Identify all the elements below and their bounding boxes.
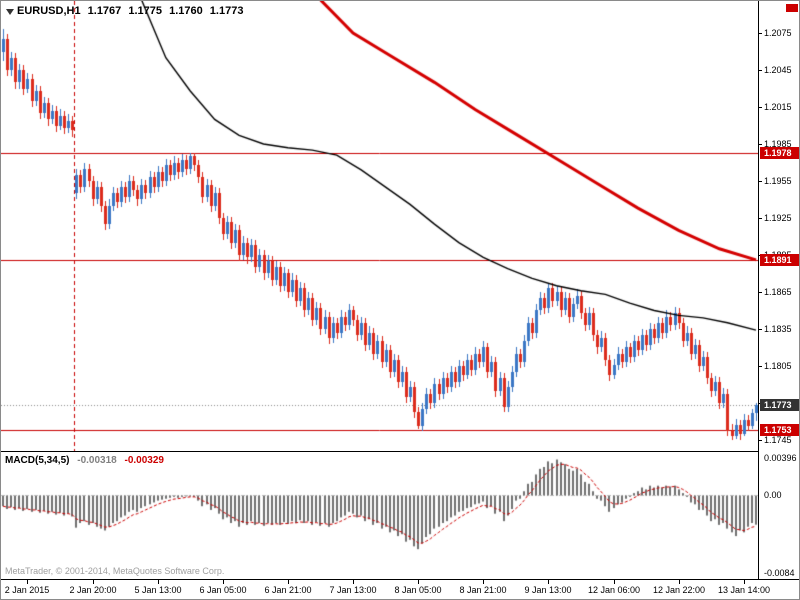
price-axis-tick	[759, 366, 762, 367]
time-axis-tick	[353, 580, 354, 584]
chart-corner-marker	[786, 4, 798, 12]
time-axis-label: 6 Jan 05:00	[199, 585, 247, 595]
time-axis-label: 5 Jan 13:00	[134, 585, 182, 595]
price-axis-tick	[759, 440, 762, 441]
main-chart-canvas[interactable]	[1, 1, 758, 451]
price-axis-label: 1.2015	[764, 102, 792, 112]
ohlc-open: 1.1767	[87, 5, 122, 17]
panel-separator[interactable]	[1, 451, 799, 452]
symbol-marker-icon	[6, 9, 14, 15]
macd-axis-label: 0.00	[764, 490, 782, 500]
level-price-tag: 1.1978	[760, 147, 799, 159]
time-axis-label: 2 Jan 20:00	[69, 585, 117, 595]
price-axis-label: 1.1985	[764, 139, 792, 149]
time-axis-tick	[27, 580, 28, 584]
current-price-tag: 1.1773	[760, 399, 799, 411]
price-axis-tick	[759, 33, 762, 34]
ohlc-high: 1.1775	[128, 5, 163, 17]
price-axis-label: 1.1955	[764, 176, 792, 186]
ohlc-close: 1.1773	[209, 5, 244, 17]
macd-main-value: -0.00318	[77, 455, 117, 466]
time-axis-tick	[418, 580, 419, 584]
price-axis[interactable]: 1.2075 1.2045 1.2015 1.1985 1.1955 1.1925 1.18…	[758, 1, 799, 579]
price-axis-tick	[759, 329, 762, 330]
price-axis-tick	[759, 292, 762, 293]
price-axis-tick	[759, 218, 762, 219]
time-axis-tick	[158, 580, 159, 584]
level-price-tag: 1.1753	[760, 424, 799, 436]
time-axis-label: 13 Jan 14:00	[717, 585, 771, 595]
macd-signal-value: -0.00329	[124, 455, 164, 466]
macd-axis-label: 0.00396	[764, 453, 797, 463]
time-axis-tick	[93, 580, 94, 584]
time-axis-tick	[483, 580, 484, 584]
level-price-tag: 1.1891	[760, 254, 799, 266]
time-axis-label: 2 Jan 2015	[4, 585, 50, 595]
time-axis-tick	[223, 580, 224, 584]
time-axis-tick	[679, 580, 680, 584]
price-axis-label: 1.1805	[764, 361, 792, 371]
chart-title: EURUSD,H1 1.1767 1.1775 1.1760 1.1773	[17, 5, 247, 17]
copyright-text: MetaTrader, © 2001-2014, MetaQuotes Soft…	[5, 566, 225, 576]
macd-indicator-canvas[interactable]	[1, 453, 758, 579]
symbol-period-label: EURUSD,H1	[17, 5, 81, 17]
time-axis-tick	[744, 580, 745, 584]
price-axis-label: 1.2075	[764, 28, 792, 38]
price-axis-tick	[759, 70, 762, 71]
time-axis-separator	[1, 579, 799, 580]
macd-label: MACD(5,34,5) -0.00318 -0.00329	[5, 455, 164, 466]
time-axis-tick	[614, 580, 615, 584]
price-axis-label: 1.1865	[764, 287, 792, 297]
price-axis-tick	[759, 181, 762, 182]
price-axis-label: 1.1925	[764, 213, 792, 223]
time-axis-label: 6 Jan 21:00	[264, 585, 312, 595]
time-axis-label: 7 Jan 13:00	[329, 585, 377, 595]
price-axis-label: 1.1835	[764, 324, 792, 334]
macd-name: MACD(5,34,5)	[5, 455, 70, 466]
time-axis[interactable]: 2 Jan 2015 2 Jan 20:00 5 Jan 13:00 6 Jan 05…	[1, 580, 799, 599]
time-axis-tick	[288, 580, 289, 584]
time-axis-label: 8 Jan 21:00	[459, 585, 507, 595]
time-axis-label: 8 Jan 05:00	[394, 585, 442, 595]
price-axis-label: 1.2045	[764, 65, 792, 75]
price-axis-tick	[759, 107, 762, 108]
time-axis-tick	[548, 580, 549, 584]
time-axis-label: 9 Jan 13:00	[524, 585, 572, 595]
ohlc-low: 1.1760	[169, 5, 203, 17]
macd-axis-label: -0.0084	[764, 568, 795, 578]
price-axis-tick	[759, 144, 762, 145]
price-axis-label: 1.1745	[764, 435, 792, 445]
time-axis-label: 12 Jan 22:00	[652, 585, 706, 595]
time-axis-label: 12 Jan 06:00	[587, 585, 641, 595]
